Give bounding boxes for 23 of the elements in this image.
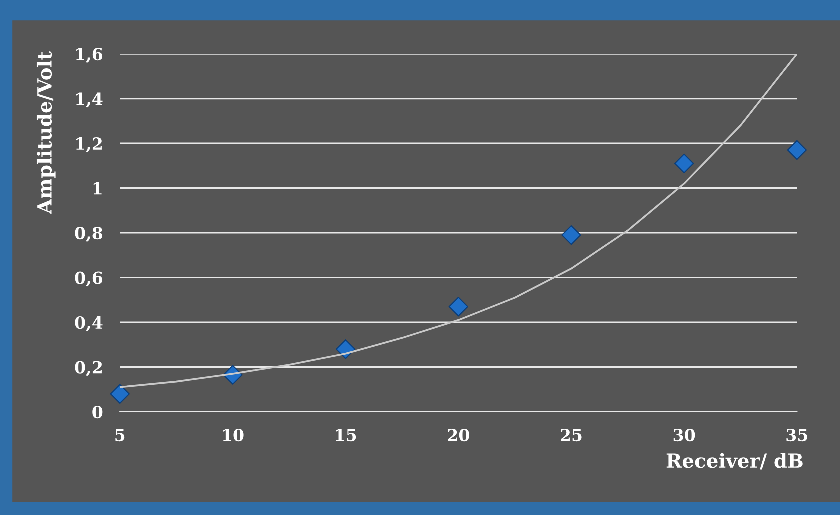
x-tick-label: 10 [223,428,244,442]
y-tick-label: 0,6 [75,272,103,287]
point [674,154,694,174]
point [562,225,582,246]
y-axis-title: Amplitude/Volt [36,51,56,214]
x-tick-label: 15 [336,428,356,442]
y-tick-label: 0 [92,406,103,419]
y-tick-label: 1,2 [76,138,102,153]
y-tick-label: 0,4 [75,316,103,332]
point [110,384,130,404]
y-tick-label: 1,4 [76,92,103,108]
y-tick-label: 0,8 [75,227,103,242]
x-tick-label: 20 [448,428,470,442]
y-tick-label: 1 [94,182,102,195]
x-tick-label: 30 [674,428,696,442]
point [448,296,469,317]
x-tick-label: 25 [561,428,582,442]
y-tick-label: 0,2 [75,361,102,376]
y-tick-label: 1,6 [76,48,103,64]
x-axis-title: Receiver/ dB [666,453,803,470]
point [787,140,808,160]
x-tick-label: 35 [786,428,808,442]
x-tick-label: 5 [116,429,125,442]
